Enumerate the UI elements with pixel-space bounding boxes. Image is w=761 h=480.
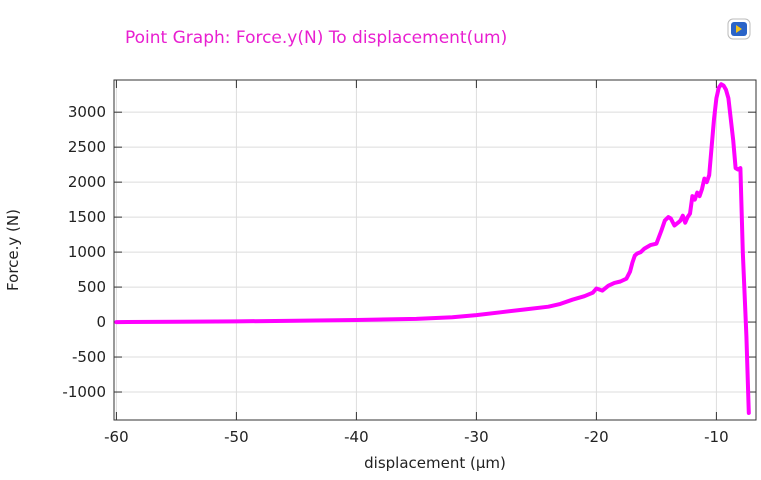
x-tick-label: -40: [344, 428, 369, 446]
y-tick-label: 1000: [68, 243, 106, 261]
y-tick-label: -500: [72, 348, 106, 366]
y-tick-label: 3000: [68, 103, 106, 121]
x-tick-label: -50: [224, 428, 249, 446]
plot-frame: [113, 79, 757, 421]
grid-lines: [114, 80, 756, 420]
x-axis-label: displacement (µm): [364, 454, 506, 472]
x-tick-label: -10: [704, 428, 729, 446]
series-layer: [114, 82, 751, 415]
chart-title: Point Graph: Force.y(N) To displacement(…: [125, 28, 508, 48]
y-tick-label: 2000: [68, 173, 106, 191]
y-tick-label: 0: [96, 313, 106, 331]
x-tick-label: -20: [584, 428, 609, 446]
y-axis-label: Force.y (N): [4, 209, 22, 291]
y-tick-label: 1500: [68, 208, 106, 226]
x-tick-label: -60: [104, 428, 129, 446]
series-line: [114, 82, 751, 415]
logo-yellow: [736, 25, 742, 33]
comsol-graphics-icon: [727, 18, 751, 40]
y-tick-label: 500: [77, 278, 106, 296]
y-tick-label: -1000: [62, 383, 106, 401]
axis-ticks: -60 -50 -40 -30 -20 -10 -1000 -500 0 500 1000 1500 2…: [62, 80, 756, 446]
x-tick-label: -30: [464, 428, 489, 446]
y-tick-label: 2500: [68, 138, 106, 156]
